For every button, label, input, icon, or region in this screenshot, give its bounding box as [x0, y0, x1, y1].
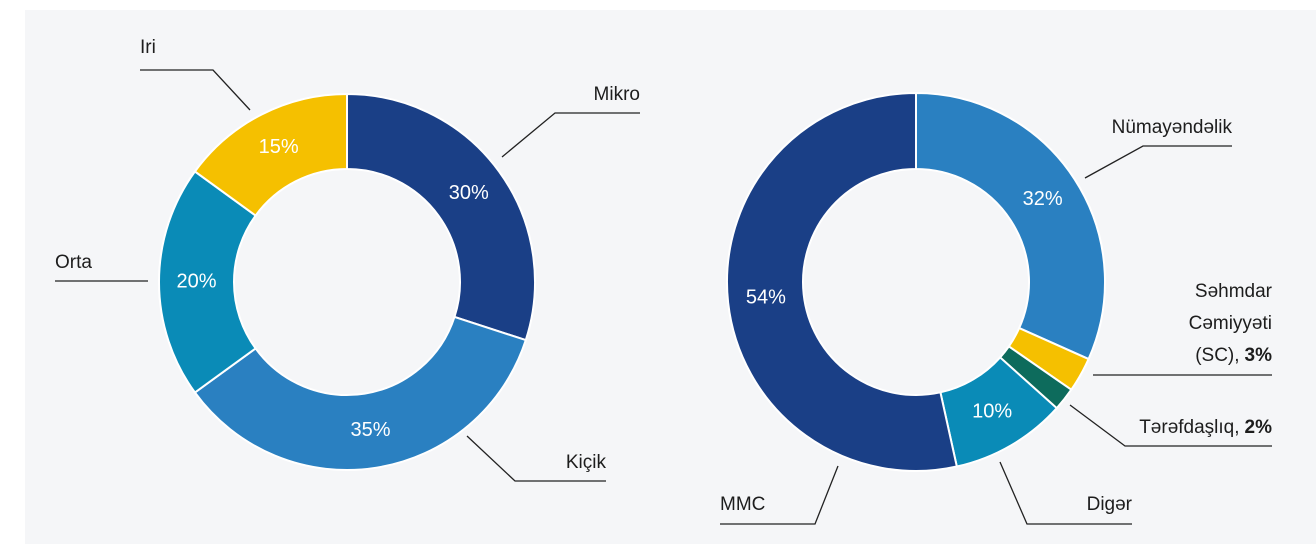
- value-label: 20%: [176, 270, 216, 292]
- category-name: Kiçik: [565, 452, 606, 473]
- segment-label: MMC: [720, 489, 765, 521]
- category-name: Iri: [140, 37, 156, 58]
- leader-line: [501, 112, 640, 158]
- donut-segment: [193, 92, 348, 217]
- category-name: Tərəfdaşlıq,: [1139, 417, 1240, 438]
- category-name: Orta: [55, 252, 92, 273]
- leader-line: [466, 435, 606, 482]
- leader-line: [720, 465, 839, 525]
- donut-segment: [915, 91, 1106, 361]
- value-label: 30%: [449, 182, 489, 204]
- value-label: 3%: [1244, 345, 1272, 366]
- segment-label: Mikro: [594, 79, 640, 111]
- value-label: 10%: [972, 401, 1012, 423]
- segment-label: Nümayəndəlik: [1112, 112, 1232, 144]
- value-label: 35%: [351, 419, 391, 441]
- donut-segment: [346, 92, 536, 342]
- segment-label: Digər: [1087, 489, 1132, 521]
- value-label: 15%: [259, 136, 299, 158]
- category-name: Mikro: [593, 84, 640, 105]
- value-label: 54%: [746, 287, 786, 309]
- value-label: 2%: [1244, 417, 1272, 438]
- segment-label: Tərəfdaşlıq, 2%: [1139, 412, 1272, 444]
- segment-label: Iri: [140, 32, 156, 64]
- donut-segment: [726, 91, 959, 472]
- category-name: Səhmdar Cəmiyyəti (SC),: [1188, 281, 1272, 366]
- leader-line: [1069, 404, 1272, 447]
- donut-segment: [193, 315, 528, 471]
- leader-line: [999, 461, 1132, 525]
- category-name: Digər: [1086, 494, 1132, 515]
- category-name: Nümayəndəlik: [1111, 117, 1232, 138]
- segment-label: Orta: [55, 247, 92, 279]
- segment-label: Kiçik: [566, 447, 606, 479]
- leader-line: [140, 69, 251, 111]
- leader-line: [1084, 145, 1232, 179]
- category-name: MMC: [720, 494, 766, 515]
- segment-label: Səhmdar Cəmiyyəti (SC), 3%: [1160, 276, 1272, 372]
- value-label: 32%: [1023, 188, 1063, 210]
